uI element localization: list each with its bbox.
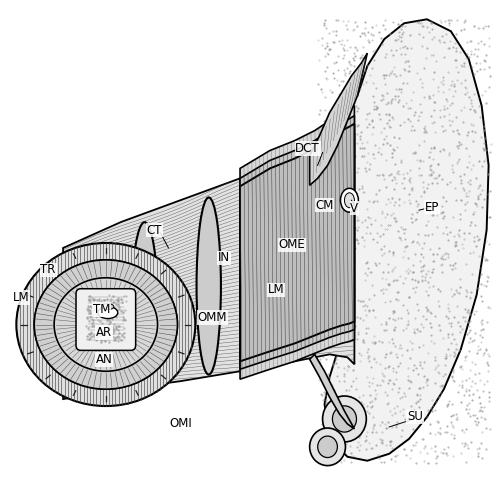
Ellipse shape xyxy=(34,260,178,389)
Text: DCT: DCT xyxy=(296,142,320,155)
Text: CT: CT xyxy=(147,224,162,237)
Ellipse shape xyxy=(256,175,278,367)
Ellipse shape xyxy=(34,260,178,389)
Ellipse shape xyxy=(318,436,338,457)
Text: OME: OME xyxy=(278,239,305,252)
Text: AN: AN xyxy=(96,353,112,366)
Ellipse shape xyxy=(310,428,346,466)
Ellipse shape xyxy=(340,188,358,212)
Text: OMM: OMM xyxy=(198,311,227,324)
Ellipse shape xyxy=(332,406,356,432)
Text: AR: AR xyxy=(96,326,112,339)
Polygon shape xyxy=(310,53,368,185)
Ellipse shape xyxy=(54,278,158,371)
Polygon shape xyxy=(240,106,354,379)
Polygon shape xyxy=(310,355,354,429)
Text: TM: TM xyxy=(93,303,110,316)
Text: V: V xyxy=(350,202,358,214)
Text: LM: LM xyxy=(13,291,30,304)
FancyBboxPatch shape xyxy=(76,289,136,350)
Text: OMI: OMI xyxy=(169,417,192,430)
Text: CM: CM xyxy=(316,199,334,212)
Polygon shape xyxy=(240,124,354,361)
Text: IN: IN xyxy=(218,252,230,264)
Ellipse shape xyxy=(102,304,114,310)
Polygon shape xyxy=(318,19,488,461)
Ellipse shape xyxy=(344,193,354,208)
Ellipse shape xyxy=(322,396,366,442)
Ellipse shape xyxy=(16,243,196,406)
Text: EP: EP xyxy=(425,201,439,213)
Polygon shape xyxy=(63,133,354,399)
Text: TR: TR xyxy=(40,263,56,276)
Ellipse shape xyxy=(98,307,118,319)
Ellipse shape xyxy=(132,222,158,383)
Text: LM: LM xyxy=(268,283,284,296)
Ellipse shape xyxy=(196,198,221,374)
Polygon shape xyxy=(240,116,354,369)
Text: SU: SU xyxy=(407,411,423,424)
